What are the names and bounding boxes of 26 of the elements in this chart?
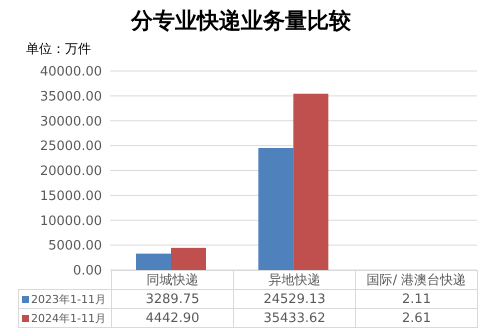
x-tick-label: 同城快递 bbox=[112, 270, 234, 290]
chart-title: 分专业快递业务量比较 bbox=[130, 7, 352, 36]
y-tick-label: 15000.00 bbox=[40, 188, 102, 204]
y-tick-label: 35000.00 bbox=[40, 89, 102, 104]
data-label: 2.11 bbox=[356, 290, 478, 308]
legend-label: 2023年1-11月 bbox=[18, 290, 112, 308]
y-tick-label: 5000.00 bbox=[48, 238, 102, 254]
legend-label: 2024年1-11月 bbox=[18, 308, 112, 328]
y-tick-label: 25000.00 bbox=[40, 139, 102, 154]
y-tick-label: 20000.00 bbox=[40, 164, 102, 180]
y-tick-label: 30000.00 bbox=[40, 114, 102, 130]
bar bbox=[258, 148, 294, 270]
y-tick-label: 10000.00 bbox=[40, 214, 102, 229]
data-label: 4442.90 bbox=[112, 308, 234, 328]
data-label: 24529.13 bbox=[234, 290, 356, 308]
y-tick-label: 40000.00 bbox=[40, 64, 102, 80]
x-tick-label: 国际/ 港澳台快递 bbox=[356, 270, 478, 290]
data-label: 3289.75 bbox=[112, 290, 234, 308]
bar bbox=[136, 254, 171, 270]
y-axis-title: 单位：万件 bbox=[26, 41, 91, 58]
x-tick-label: 异地快递 bbox=[234, 270, 356, 290]
bar bbox=[293, 94, 328, 270]
data-label: 35433.62 bbox=[234, 308, 356, 328]
y-tick-label: 0.00 bbox=[73, 264, 102, 279]
data-label: 2.61 bbox=[356, 308, 478, 328]
bar bbox=[171, 248, 206, 270]
